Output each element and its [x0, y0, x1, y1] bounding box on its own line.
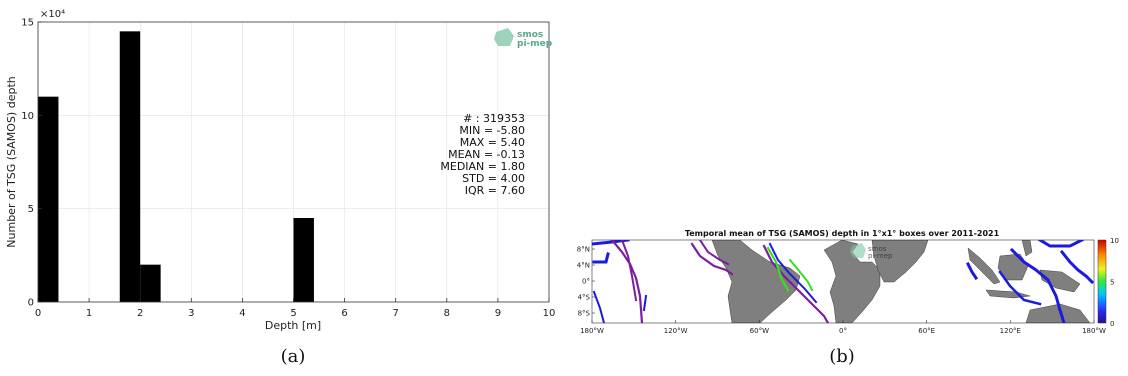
map-logo-line1: smos: [868, 245, 887, 253]
map-title: Temporal mean of TSG (SAMOS) depth in 1°…: [685, 229, 1000, 238]
map-y-ticks: 8°N 4°N 0° 4°S 8°S: [577, 246, 595, 318]
map-x-tick-label: 180°W: [1082, 327, 1106, 335]
x-tick-label: 9: [495, 308, 501, 319]
y-tick-label: 5: [28, 204, 34, 215]
track-9: [762, 244, 830, 323]
smos-logo: smos pi-mep: [494, 28, 553, 49]
map-y-tick-label: 4°S: [578, 294, 591, 302]
bar: [38, 96, 59, 303]
map-logo-line2: pi-mep: [868, 252, 893, 260]
map-x-tick-label: 120°W: [664, 327, 688, 335]
track-12: [788, 258, 814, 292]
x-tick-label: 10: [543, 308, 556, 319]
caption-b: (b): [829, 346, 855, 367]
colorbar-tick-label: 10: [1110, 237, 1119, 245]
stat-line: MIN = -5.80: [459, 124, 525, 137]
map-panel: Temporal mean of TSG (SAMOS) depth in 1°…: [577, 229, 1119, 367]
stat-line: STD = 4.00: [462, 172, 525, 185]
track-8: [698, 240, 730, 266]
track-13: [965, 261, 979, 281]
x-tick-label: 0: [35, 308, 41, 319]
track-5: [592, 290, 606, 323]
y-multiplier-label: ×10⁴: [40, 9, 65, 20]
track-15: [1059, 249, 1094, 285]
map-x-tick-label: 60°W: [750, 327, 769, 335]
track-10: [768, 242, 818, 304]
bar-chart: 0 1 2 3 4 5 6 7 8 9 10 0 5 10 15 ×10⁴ Depth [m] Numbe…: [5, 9, 555, 367]
x-tick-label: 1: [86, 308, 92, 319]
australia-land: [1025, 303, 1091, 323]
track-2: [592, 252, 610, 264]
ship-tracks: [592, 240, 1094, 323]
y-tick-label: 0: [28, 298, 34, 309]
stat-line: MEAN = -0.13: [448, 148, 525, 161]
x-tick-label: 6: [341, 308, 347, 319]
logo-text-line2: pi-mep: [517, 39, 553, 49]
map-x-tick-label: 180°W: [580, 327, 604, 335]
logo-mark: [494, 28, 514, 46]
track-6: [642, 294, 648, 312]
y-tick-label: 10: [21, 111, 34, 122]
new-guinea-land: [1039, 269, 1081, 293]
stat-line: # : 319353: [463, 112, 525, 125]
track-3: [610, 240, 644, 323]
map-y-tick-label: 0°: [582, 278, 590, 286]
map-y-tick-label: 8°S: [578, 310, 591, 318]
x-axis-label: Depth [m]: [265, 319, 321, 332]
bar: [293, 218, 314, 302]
track-4: [620, 240, 638, 302]
africa-land: [823, 240, 881, 323]
logo-text-line1: smos: [517, 30, 543, 40]
y-ticks: 0 5 10 15: [21, 18, 42, 309]
colorbar: [1097, 239, 1107, 324]
x-ticks: 0 1 2 3 4 5 6 7 8 9 10: [35, 298, 556, 319]
map-y-tick-label: 4°N: [577, 262, 590, 270]
bar: [140, 264, 161, 302]
x-tick-label: 8: [444, 308, 450, 319]
colorbar-ticks: 0 5 10: [1110, 237, 1119, 328]
map-logo: smos pi-mep: [850, 243, 893, 260]
track-7: [690, 242, 734, 276]
x-tick-label: 2: [137, 308, 143, 319]
map-logo-mark: [850, 243, 866, 258]
east-africa-land: [871, 240, 929, 283]
x-tick-label: 3: [188, 308, 194, 319]
philippines-land: [1021, 240, 1033, 257]
x-tick-label: 7: [393, 308, 399, 319]
stat-line: MEDIAN = 1.80: [440, 160, 525, 173]
x-tick-label: 4: [239, 308, 245, 319]
colorbar-tick-label: 5: [1110, 279, 1114, 287]
track-14: [1037, 240, 1085, 248]
map-x-tick-label: 0°: [839, 327, 847, 335]
track-17: [998, 270, 1042, 306]
south-america-land: [711, 240, 801, 323]
y-tick-label: 15: [21, 18, 34, 29]
map-x-tick-label: 120°E: [1000, 327, 1021, 335]
stat-line: IQR = 7.60: [465, 184, 525, 197]
x-tick-label: 5: [290, 308, 296, 319]
stat-line: MAX = 5.40: [460, 136, 525, 149]
caption-a: (a): [281, 346, 306, 367]
track-11: [766, 246, 790, 292]
map-content: [592, 240, 1094, 323]
track-16: [1009, 247, 1066, 323]
bars: [38, 31, 314, 303]
map-y-tick-label: 8°N: [577, 246, 590, 254]
map-x-ticks: 180°W 120°W 60°W 0° 60°E 120°E 180°W: [580, 320, 1106, 335]
map-x-tick-label: 60°E: [918, 327, 935, 335]
bar: [119, 31, 141, 302]
sumatra-land: [967, 247, 1001, 285]
y-axis-label: Number of TSG (SAMOS) depth: [5, 76, 18, 247]
colorbar-tick-label: 0: [1110, 320, 1114, 328]
